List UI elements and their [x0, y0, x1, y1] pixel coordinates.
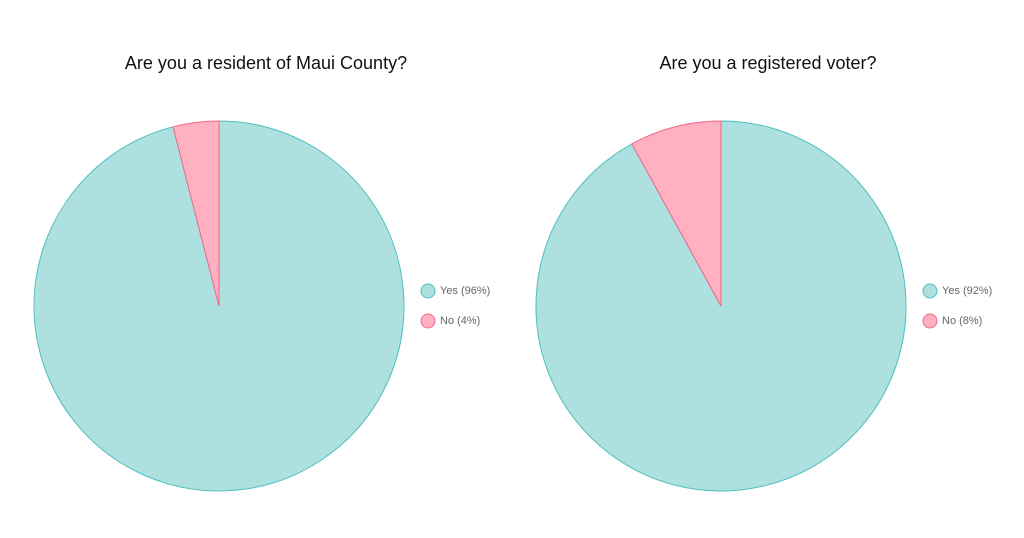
- chart-title: Are you a registered voter?: [659, 53, 876, 73]
- legend-label: Yes (96%): [440, 285, 490, 297]
- legend-swatch: [922, 313, 938, 329]
- legend-label: No (8%): [942, 315, 982, 327]
- legend-swatch: [922, 283, 938, 299]
- legend-swatch: [420, 313, 436, 329]
- pie-slice: [631, 120, 722, 307]
- pie-slice: [172, 120, 220, 307]
- legend-label: Yes (92%): [942, 285, 992, 297]
- legend-swatch: [420, 283, 436, 299]
- chart-title: Are you a resident of Maui County?: [125, 53, 407, 73]
- legend-label: No (4%): [440, 315, 480, 327]
